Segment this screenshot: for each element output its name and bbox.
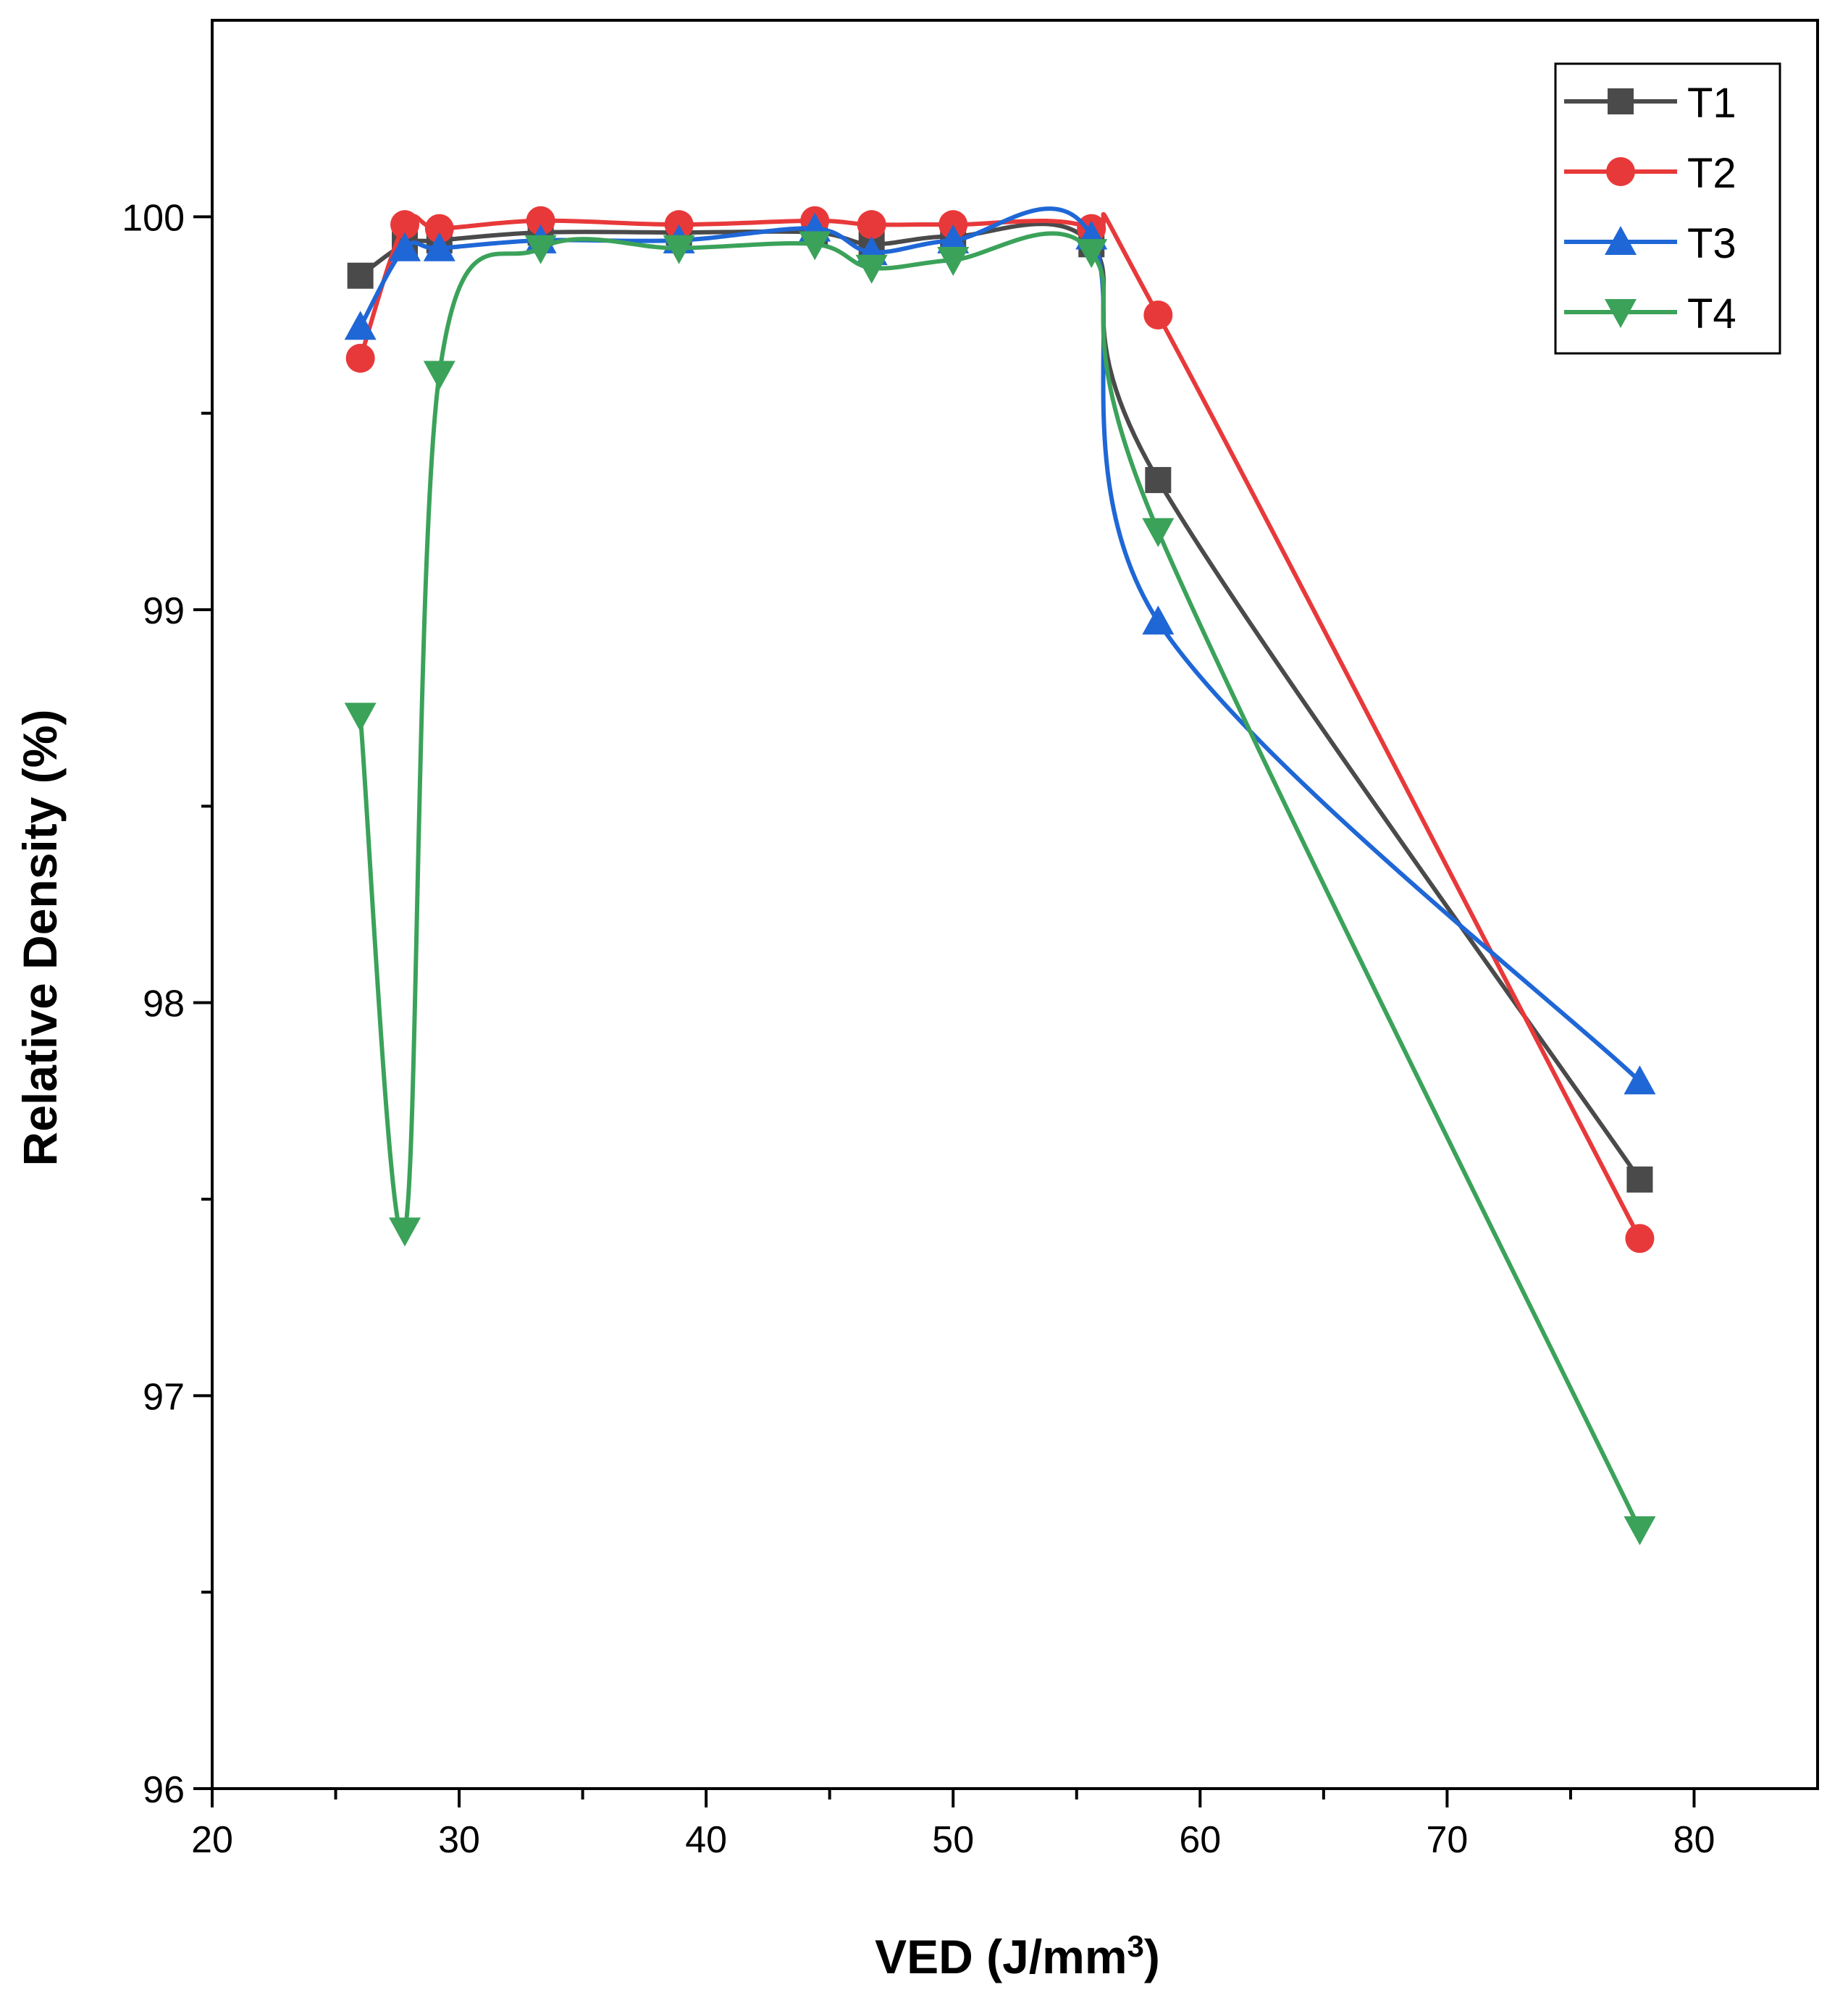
x-axis-title-close: ) xyxy=(1144,1930,1160,1983)
x-tick-label: 80 xyxy=(1673,1819,1715,1861)
legend-label-t3: T3 xyxy=(1687,220,1736,267)
series-t1 xyxy=(347,219,1653,1193)
data-point-t4 xyxy=(1142,518,1175,547)
series-line-t4 xyxy=(358,231,1642,1531)
data-point-t4 xyxy=(855,254,888,284)
data-point-t1 xyxy=(347,262,374,289)
series-t4 xyxy=(344,231,1656,1545)
data-point-t3 xyxy=(1142,605,1175,635)
legend-marker-t4 xyxy=(1605,299,1637,328)
data-point-t2 xyxy=(424,214,454,243)
x-axis: 20 30 40 50 60 70 80 xyxy=(191,1789,1715,1861)
data-point-t4 xyxy=(799,231,831,261)
data-point-t2 xyxy=(526,206,555,235)
x-tick-label: 20 xyxy=(191,1819,233,1861)
series-line-t1 xyxy=(358,222,1642,1181)
data-point-t3 xyxy=(937,224,970,253)
data-point-t4 xyxy=(524,235,557,264)
y-tick-label: 100 xyxy=(122,197,185,239)
series-line-t3 xyxy=(358,206,1642,1083)
data-point-t3 xyxy=(1624,1065,1656,1095)
x-tick-label: 60 xyxy=(1179,1819,1221,1861)
x-tick-label: 40 xyxy=(685,1819,727,1861)
legend-box xyxy=(1554,62,1781,355)
legend-label-t4: T4 xyxy=(1687,290,1736,337)
data-point-t4 xyxy=(389,1217,421,1247)
x-tick-label: 70 xyxy=(1426,1819,1468,1861)
x-axis-title: VED (J/mm3) xyxy=(875,1929,1160,1984)
plot-frame xyxy=(211,19,1819,1790)
legend-label-t1: T1 xyxy=(1687,80,1736,127)
x-tick-label: 50 xyxy=(932,1819,974,1861)
y-tick-label: 98 xyxy=(143,983,185,1025)
data-point-t4 xyxy=(423,361,455,390)
x-tick-label: 30 xyxy=(438,1819,480,1861)
data-point-t2 xyxy=(345,343,375,373)
data-point-t4 xyxy=(1624,1516,1656,1545)
data-point-t2 xyxy=(857,210,886,240)
y-tick-label: 96 xyxy=(143,1769,185,1811)
series-line-t2 xyxy=(358,211,1642,1240)
x-axis-title-main: VED (J/mm xyxy=(875,1930,1127,1983)
y-axis-title: Relative Density (%) xyxy=(13,710,67,1167)
y-axis: 96 97 98 99 100 xyxy=(122,197,212,1811)
data-point-t1 xyxy=(1145,466,1172,493)
data-point-t2 xyxy=(1625,1224,1655,1253)
y-tick-label: 99 xyxy=(143,590,185,632)
data-point-t2 xyxy=(1143,301,1173,329)
series-t3 xyxy=(344,206,1656,1095)
data-point-t4 xyxy=(663,235,695,264)
legend-label-t2: T2 xyxy=(1687,150,1736,197)
plot-area xyxy=(211,19,1819,1790)
legend-marker-t3 xyxy=(1605,226,1637,255)
data-point-t4 xyxy=(1075,239,1108,269)
data-point-t4 xyxy=(344,702,377,732)
data-point-t4 xyxy=(937,247,970,277)
legend: T1 T2 T3 T4 xyxy=(1554,62,1781,355)
data-point-t3 xyxy=(344,311,377,340)
data-point-t2 xyxy=(390,210,420,240)
data-point-t3 xyxy=(423,232,455,261)
y-tick-label: 97 xyxy=(143,1376,185,1418)
legend-marker-t1 xyxy=(1608,88,1634,114)
x-axis-title-superscript: 3 xyxy=(1127,1929,1144,1963)
data-point-t1 xyxy=(1626,1166,1653,1193)
series-t2 xyxy=(345,206,1655,1253)
legend-marker-t2 xyxy=(1606,157,1635,186)
series-group xyxy=(344,206,1656,1545)
data-point-t3 xyxy=(389,232,421,261)
